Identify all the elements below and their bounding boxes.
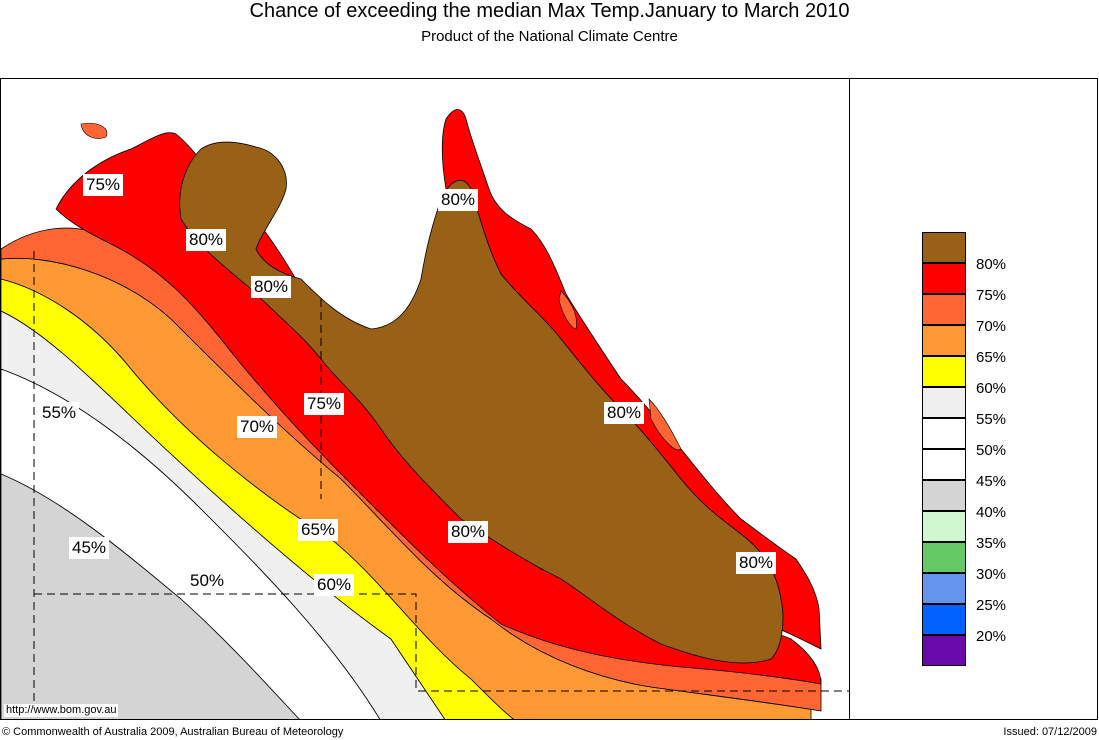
legend-swatch	[922, 573, 966, 604]
contour-label: 60%	[314, 574, 355, 596]
probability-map: 75% 80% 80% 80% 80% 75% 70% 55% 80% 65% 80% 45% 50% 6…	[0, 78, 850, 720]
legend-swatch	[922, 449, 966, 480]
map-subtitle: Product of the National Climate Centre	[421, 28, 678, 45]
contour-label: 50%	[187, 570, 228, 592]
legend-label: 60%	[976, 380, 1007, 397]
legend-swatch	[922, 294, 966, 325]
contour-label: 80%	[448, 521, 489, 543]
contour-label: 80%	[251, 276, 292, 298]
legend-label: 55%	[976, 411, 1007, 428]
legend-label: 75%	[976, 287, 1007, 304]
legend-label: 35%	[976, 535, 1007, 552]
legend-label: 40%	[976, 504, 1007, 521]
state-border-sa	[34, 593, 849, 692]
legend-swatch	[922, 542, 966, 573]
contour-label: 80%	[604, 402, 645, 424]
legend-swatch	[922, 511, 966, 542]
website-url: http://www.bom.gov.au	[4, 704, 119, 717]
contour-label: 75%	[304, 393, 345, 415]
legend-swatch	[922, 325, 966, 356]
legend-swatch	[922, 232, 966, 263]
legend-swatch	[922, 387, 966, 418]
contour-label: 45%	[69, 537, 110, 559]
legend-label: 20%	[976, 628, 1007, 645]
zone-70-75-patch-3	[80, 122, 108, 139]
legend-label: 45%	[976, 473, 1007, 490]
contour-label: 80%	[438, 189, 479, 211]
legend-label: 70%	[976, 318, 1007, 335]
contour-label: 80%	[186, 229, 227, 251]
issued-date: Issued: 07/12/2009	[1003, 726, 1097, 738]
legend-swatch	[922, 480, 966, 511]
zone-70-75-patch-2	[648, 398, 682, 451]
legend-swatch	[922, 604, 966, 635]
copyright-text: © Commonwealth of Australia 2009, Austra…	[2, 726, 344, 738]
contour-label: 75%	[83, 174, 124, 196]
contour-label: 70%	[237, 416, 278, 438]
legend-label: 65%	[976, 349, 1007, 366]
legend-label: 30%	[976, 566, 1007, 583]
legend-swatch	[922, 356, 966, 387]
zone-70-75-patch-1	[558, 290, 577, 330]
legend-label: 50%	[976, 442, 1007, 459]
legend-swatch	[922, 418, 966, 449]
map-canvas	[1, 79, 849, 719]
legend-swatch	[922, 263, 966, 294]
contour-label: 55%	[39, 402, 80, 424]
legend-panel	[850, 78, 1098, 720]
contour-label: 80%	[736, 552, 777, 574]
contour-label: 65%	[298, 519, 339, 541]
legend-label: 80%	[976, 256, 1007, 273]
map-title: Chance of exceeding the median Max Temp.…	[249, 0, 850, 22]
legend-swatch	[922, 635, 966, 666]
legend-label: 25%	[976, 597, 1007, 614]
